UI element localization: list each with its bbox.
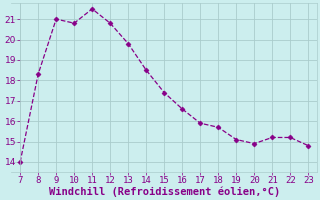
X-axis label: Windchill (Refroidissement éolien,°C): Windchill (Refroidissement éolien,°C) bbox=[49, 187, 280, 197]
